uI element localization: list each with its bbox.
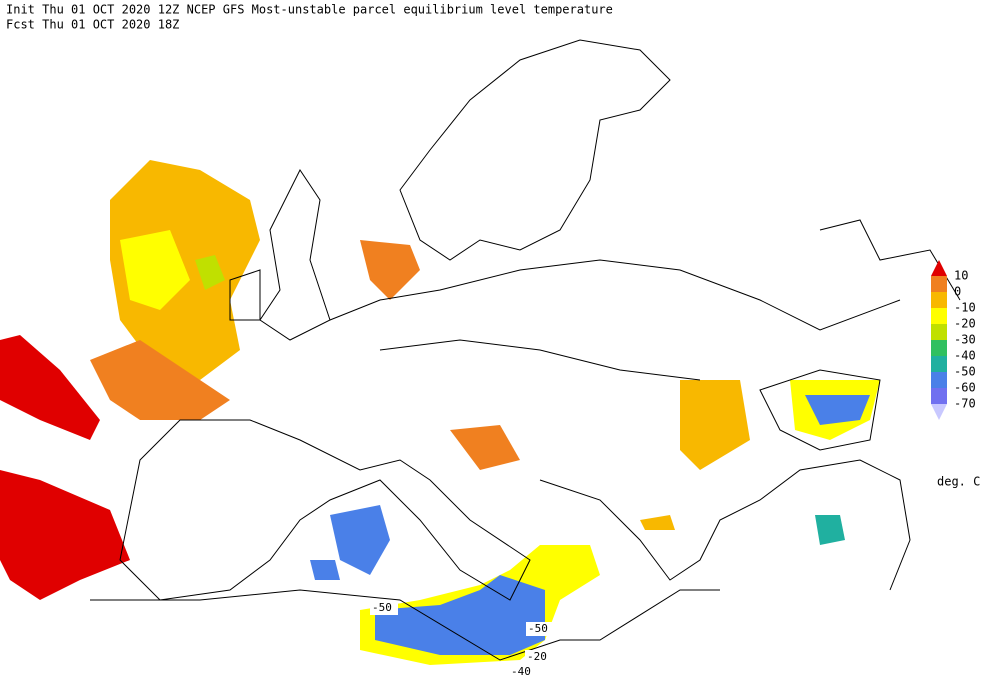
- colorbar-label: -30: [954, 333, 976, 347]
- colorbar-box: [931, 276, 947, 292]
- colorbar-box: [931, 356, 947, 372]
- colorbar-label: 10: [954, 269, 968, 283]
- colorbar-box: [931, 308, 947, 324]
- contour-label-bg: [525, 650, 553, 664]
- colorbar-triangle: [931, 404, 947, 420]
- header-line2: Fcst Thu 01 OCT 2020 18Z: [6, 18, 179, 32]
- colorbar-label: -70: [954, 397, 976, 411]
- colorbar-label: -60: [954, 381, 976, 395]
- colorbar-box: [931, 388, 947, 404]
- colorbar-box: [931, 324, 947, 340]
- field-shading: [0, 160, 880, 665]
- units-label: deg. C: [937, 475, 980, 489]
- colorbar: 10 0 -10 -20 -30 -40 -50 -60 -70: [931, 260, 976, 420]
- colorbar-label: -10: [954, 301, 976, 315]
- contour-label-bg: [370, 601, 398, 615]
- colorbar-label: -50: [954, 365, 976, 379]
- contour-labels: -50 -50 -20 -40: [370, 601, 554, 679]
- colorbar-triangle: [931, 260, 947, 276]
- contour-label-bg: [509, 665, 537, 679]
- colorbar-label: -40: [954, 349, 976, 363]
- contour-label: -50: [372, 601, 392, 614]
- header-line1: Init Thu 01 OCT 2020 12Z NCEP GFS Most-u…: [6, 3, 613, 17]
- colorbar-label: -20: [954, 317, 976, 331]
- contour-label: -20: [527, 650, 547, 663]
- colorbar-label: 0: [954, 285, 961, 299]
- contour-label: -40: [511, 665, 531, 678]
- contour-label-bg: [526, 622, 554, 636]
- contour-label: -50: [528, 622, 548, 635]
- colorbar-box: [931, 292, 947, 308]
- colorbar-box: [931, 372, 947, 388]
- colorbar-box: [931, 340, 947, 356]
